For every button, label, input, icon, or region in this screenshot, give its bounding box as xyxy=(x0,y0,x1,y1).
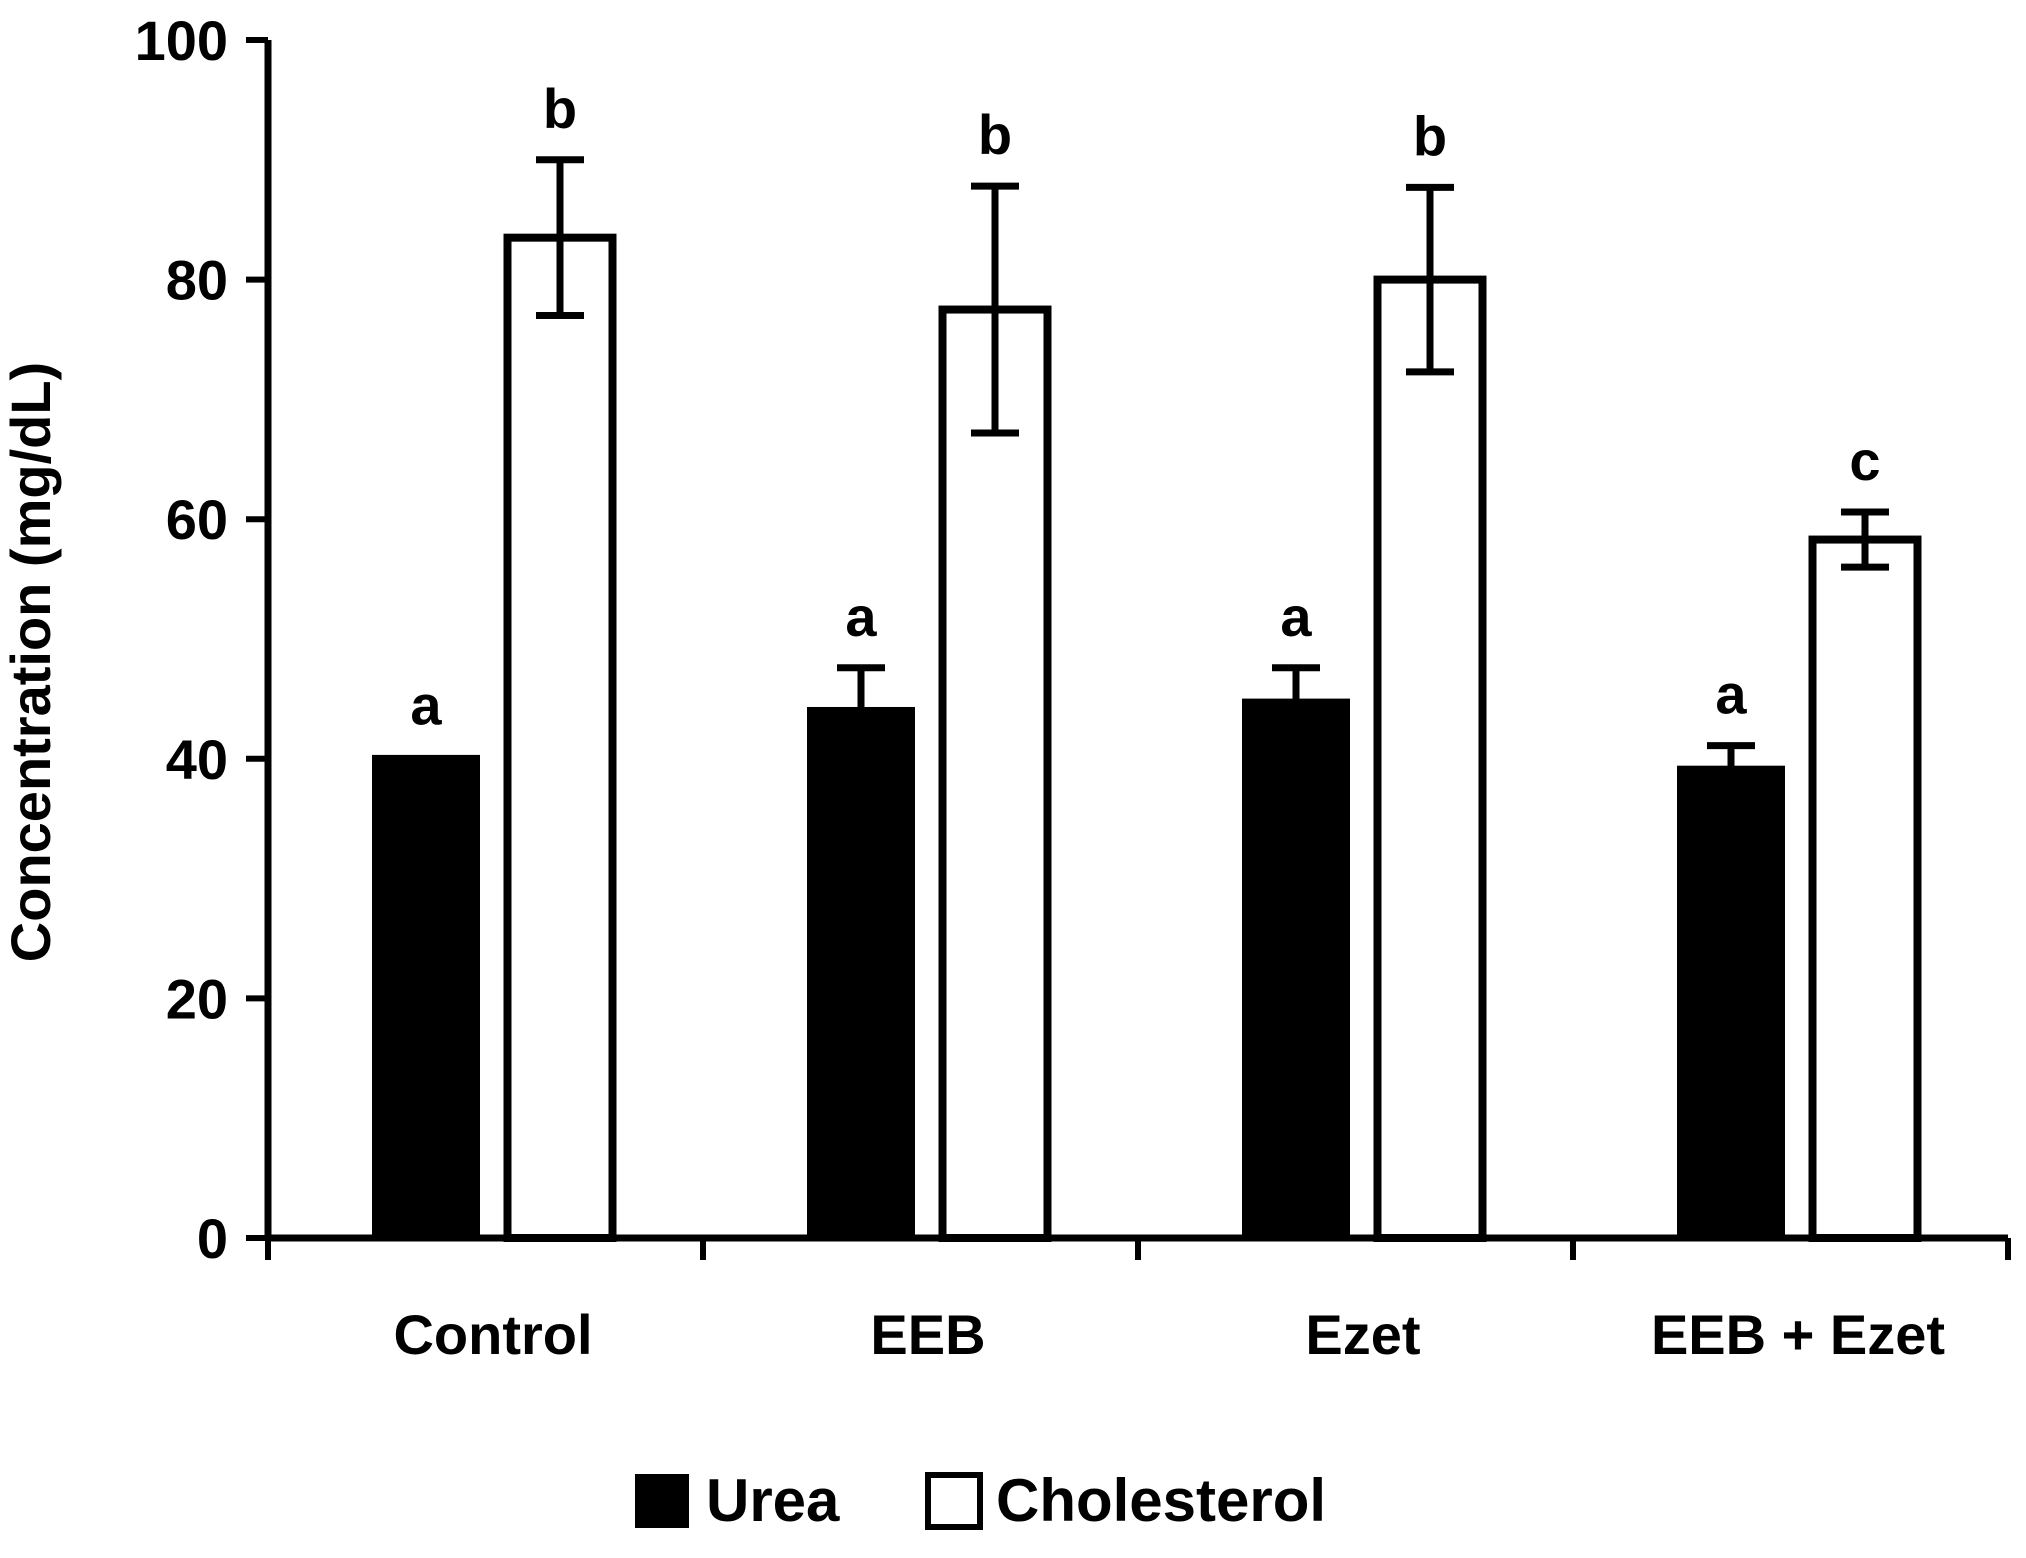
urea-bar xyxy=(372,754,480,1240)
significance-label: a xyxy=(845,585,877,648)
significance-label: a xyxy=(410,673,442,736)
y-tick-label: 60 xyxy=(166,488,228,551)
cholesterol-bar xyxy=(938,305,1052,1242)
significance-label: b xyxy=(1413,104,1447,167)
plot-layer: 0 20 40 60 80 100 a b Control a b EEB a b Ezet a c EEB + … xyxy=(135,9,2011,1366)
cholesterol-bar xyxy=(1373,275,1487,1243)
y-tick-label: 100 xyxy=(135,9,228,72)
significance-label: b xyxy=(978,103,1012,166)
cholesterol-legend-swatch xyxy=(925,1472,983,1530)
urea-bar xyxy=(807,706,915,1240)
category-label: Ezet xyxy=(1305,1303,1420,1366)
urea-legend-label: Urea xyxy=(706,1467,840,1534)
category-label: Control xyxy=(393,1303,592,1366)
y-tick-label: 40 xyxy=(166,728,228,791)
cholesterol-legend-label: Cholesterol xyxy=(996,1467,1326,1534)
significance-label: a xyxy=(1715,663,1747,726)
y-tick-label: 0 xyxy=(197,1207,228,1270)
urea-legend-swatch xyxy=(635,1474,689,1528)
y-axis-title: Concentration (mg/dL) xyxy=(0,362,62,962)
legend: Urea Cholesterol xyxy=(635,1467,1326,1534)
urea-bar xyxy=(1677,765,1785,1240)
significance-label: c xyxy=(1849,429,1880,492)
cholesterol-bar xyxy=(503,233,617,1243)
cholesterol-bar xyxy=(1808,535,1922,1242)
category-label: EEB + Ezet xyxy=(1651,1303,1945,1366)
y-tick-label: 20 xyxy=(166,967,228,1030)
y-tick-label: 80 xyxy=(166,249,228,312)
category-label: EEB xyxy=(870,1303,985,1366)
significance-label: a xyxy=(1280,585,1312,648)
significance-label: b xyxy=(543,77,577,140)
urea-bar xyxy=(1242,698,1350,1240)
